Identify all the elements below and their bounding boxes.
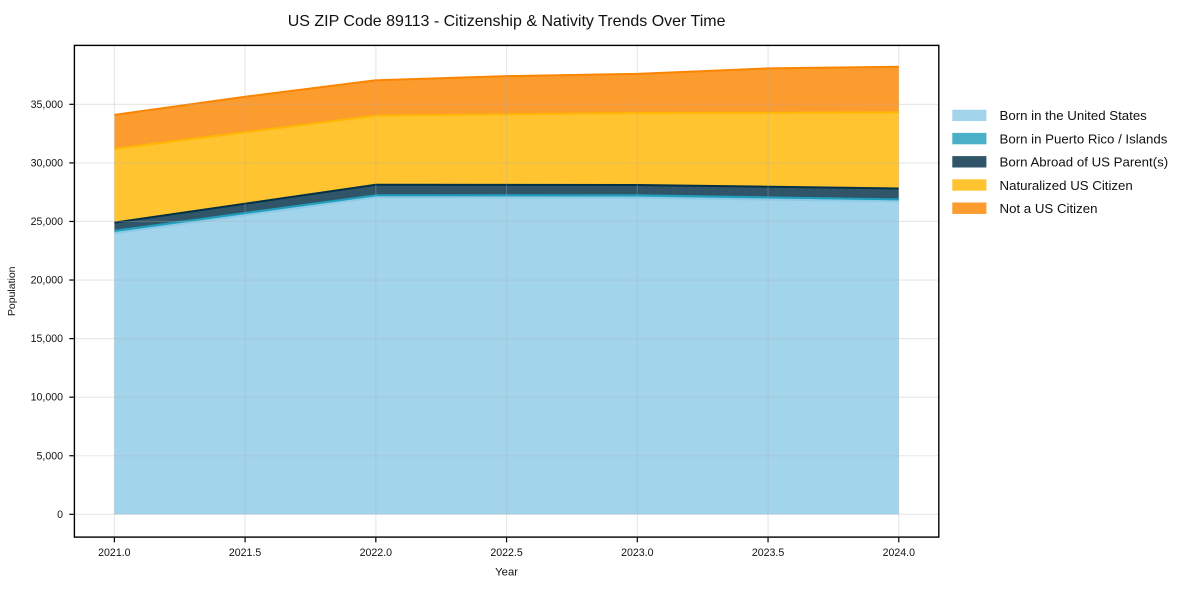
svg-text:2023.0: 2023.0 (621, 547, 654, 559)
svg-text:5,000: 5,000 (36, 450, 63, 462)
svg-text:Not a US Citizen: Not a US Citizen (1000, 201, 1098, 216)
svg-text:10,000: 10,000 (31, 392, 64, 404)
svg-text:20,000: 20,000 (31, 275, 64, 287)
svg-text:2024.0: 2024.0 (883, 547, 916, 559)
svg-text:Year: Year (495, 567, 518, 579)
svg-text:30,000: 30,000 (31, 157, 64, 169)
svg-text:Naturalized US Citizen: Naturalized US Citizen (1000, 178, 1133, 193)
svg-text:2023.5: 2023.5 (752, 547, 785, 559)
svg-text:Born in the United States: Born in the United States (1000, 108, 1148, 123)
svg-text:2022.5: 2022.5 (490, 547, 523, 559)
svg-text:2021.5: 2021.5 (229, 547, 262, 559)
svg-text:0: 0 (57, 509, 63, 521)
svg-text:Born in Puerto Rico / Islands: Born in Puerto Rico / Islands (1000, 131, 1168, 146)
svg-text:35,000: 35,000 (31, 99, 64, 111)
svg-text:2021.0: 2021.0 (98, 547, 131, 559)
svg-text:Population: Population (6, 266, 18, 316)
svg-text:25,000: 25,000 (31, 216, 64, 228)
svg-text:2022.0: 2022.0 (360, 547, 393, 559)
svg-text:15,000: 15,000 (31, 333, 64, 345)
svg-text:Born Abroad of US Parent(s): Born Abroad of US Parent(s) (1000, 155, 1169, 170)
svg-text:US ZIP Code 89113 - Citizenshi: US ZIP Code 89113 - Citizenship & Nativi… (288, 13, 726, 30)
